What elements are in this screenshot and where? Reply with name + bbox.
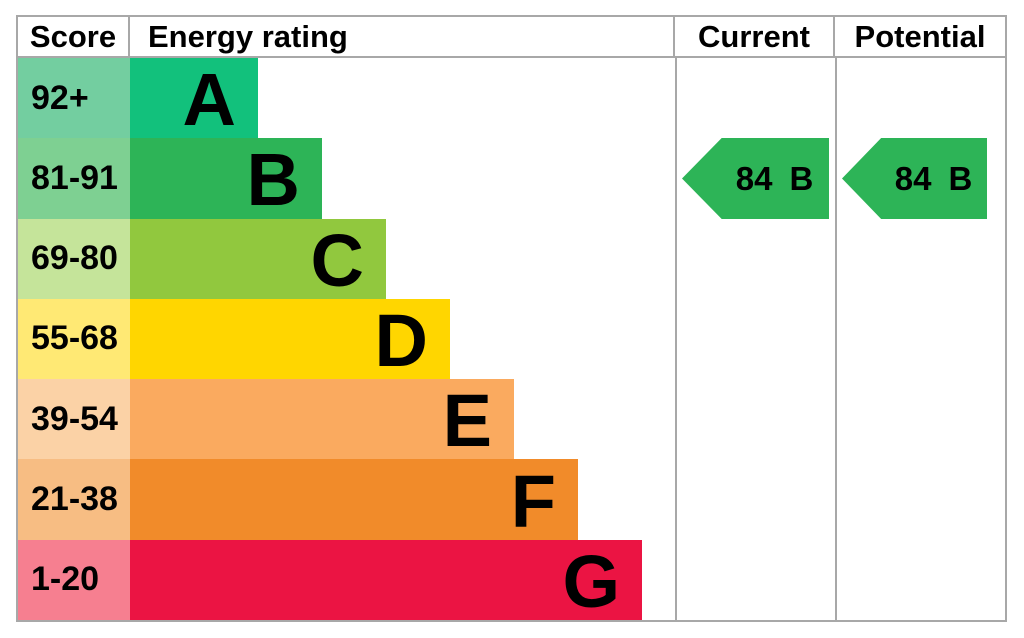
potential-score-value: 84 [894, 159, 932, 197]
rating-bar-c: C [130, 218, 386, 302]
rating-bar-g: G [130, 539, 642, 623]
rating-row-d: 55-68 D [18, 298, 675, 382]
table-body: 92+ A 81-91 B 69-80 C 55-68 D 39-54 E [18, 58, 1005, 620]
rating-letter: F [510, 459, 556, 543]
score-cell: 69-80 [18, 218, 130, 299]
energy-rating-column-header: Energy rating [130, 17, 675, 56]
current-grade-letter: B [789, 159, 814, 197]
rating-row-a: 92+ A [18, 58, 675, 142]
epc-table: Score Energy rating Current Potential 92… [16, 15, 1007, 622]
score-cell: 39-54 [18, 379, 130, 460]
rating-bar-e: E [130, 379, 514, 463]
rating-letter: B [246, 138, 300, 222]
rating-row-g: 1-20 G [18, 539, 675, 623]
score-cell: 92+ [18, 58, 130, 139]
current-column: 84 B [677, 58, 837, 620]
score-column-header: Score [18, 17, 130, 56]
score-cell: 21-38 [18, 459, 130, 540]
rating-row-c: 69-80 C [18, 218, 675, 302]
potential-rating-arrow: 84 B [842, 138, 987, 219]
rating-bar-a: A [130, 58, 258, 142]
current-score-value: 84 [735, 159, 773, 197]
score-cell: 81-91 [18, 138, 130, 219]
current-rating-arrow: 84 B [682, 138, 829, 219]
bands-area: 92+ A 81-91 B 69-80 C 55-68 D 39-54 E [18, 58, 677, 620]
header-row: Score Energy rating Current Potential [18, 17, 1005, 58]
rating-letter: G [562, 539, 620, 623]
rating-bar-f: F [130, 459, 578, 543]
rating-row-f: 21-38 F [18, 459, 675, 543]
rating-row-e: 39-54 E [18, 379, 675, 463]
rating-letter: E [442, 379, 492, 463]
rating-bar-d: D [130, 298, 450, 382]
rating-letter: D [374, 298, 428, 382]
rating-row-b: 81-91 B [18, 138, 675, 222]
current-column-header: Current [675, 17, 835, 56]
potential-grade-letter: B [948, 159, 973, 197]
potential-column-header: Potential [854, 18, 986, 54]
potential-column: 84 B [837, 58, 1005, 620]
score-cell: 1-20 [18, 539, 130, 620]
rating-bar-b: B [130, 138, 322, 222]
score-cell: 55-68 [18, 298, 130, 380]
rating-letter: C [310, 218, 364, 302]
rating-letter: A [182, 58, 236, 142]
